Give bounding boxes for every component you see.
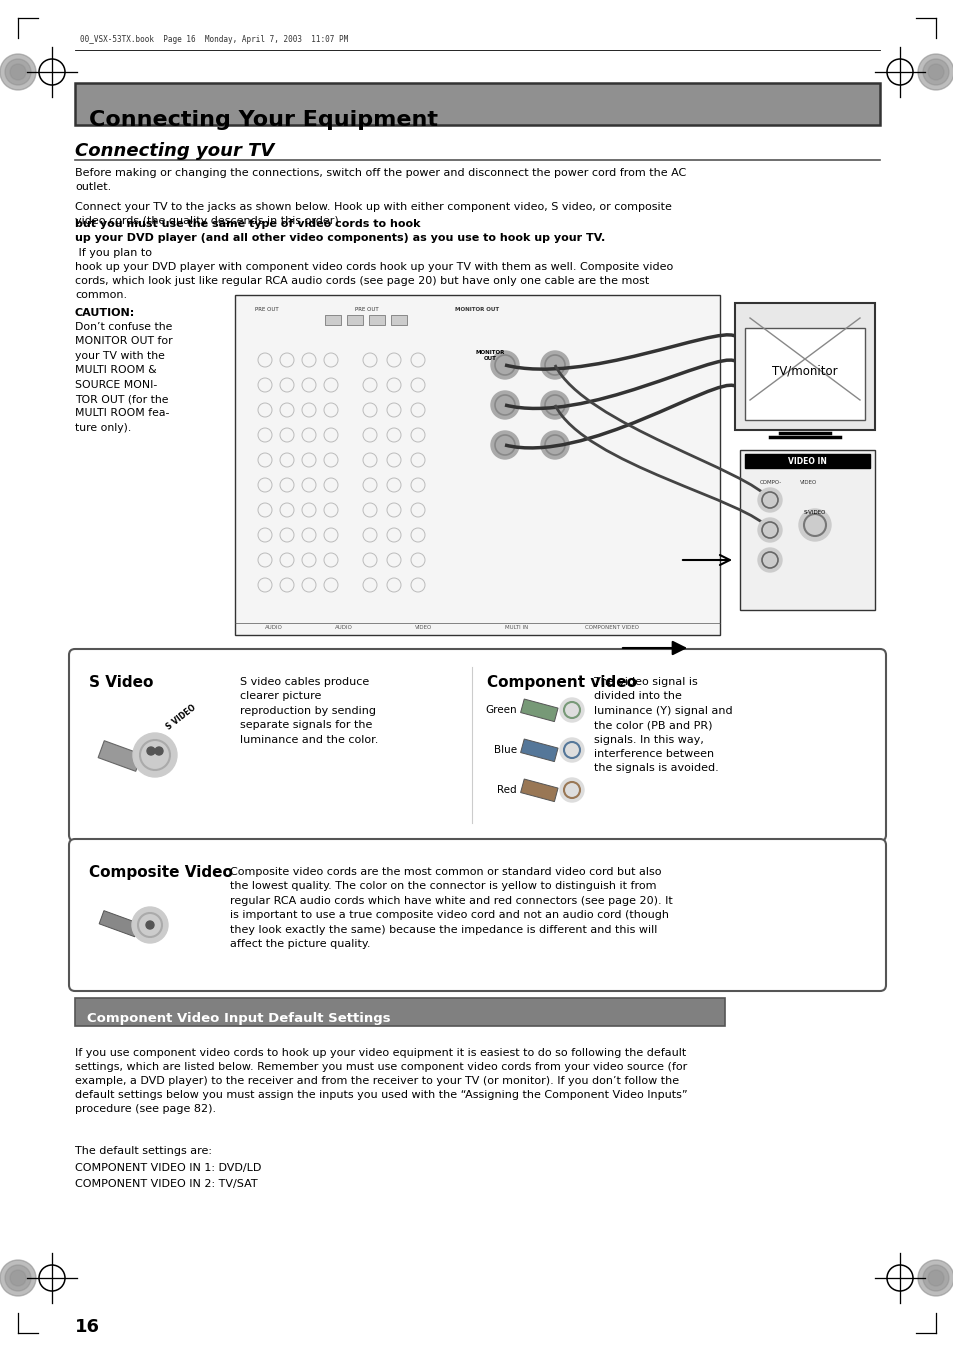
Bar: [325, 315, 340, 326]
Circle shape: [0, 54, 36, 91]
Text: The default settings are:: The default settings are:: [75, 1146, 212, 1156]
Text: Connecting your TV: Connecting your TV: [75, 142, 274, 159]
Text: S Video: S Video: [89, 676, 153, 690]
Circle shape: [917, 1260, 953, 1296]
Text: S-VIDEO: S-VIDEO: [803, 509, 825, 515]
Bar: [734, 303, 874, 430]
Bar: [75, 82, 879, 126]
Text: Composite video cords are the most common or standard video cord but also
the lo: Composite video cords are the most commo…: [230, 867, 672, 948]
Text: CAUTION:: CAUTION:: [75, 308, 135, 317]
Text: PRE OUT: PRE OUT: [355, 307, 378, 312]
Bar: [369, 315, 385, 326]
FancyBboxPatch shape: [69, 839, 885, 992]
Circle shape: [927, 63, 943, 80]
Bar: [520, 739, 558, 762]
Text: Green: Green: [485, 705, 517, 715]
Circle shape: [5, 59, 30, 85]
Bar: [744, 328, 864, 420]
Text: COMPONENT VIDEO: COMPONENT VIDEO: [584, 626, 639, 630]
Text: S video cables produce
clearer picture
reproduction by sending
separate signals : S video cables produce clearer picture r…: [240, 677, 378, 744]
Circle shape: [927, 1270, 943, 1286]
Circle shape: [559, 778, 583, 802]
Bar: [234, 295, 720, 635]
Bar: [520, 780, 558, 801]
Circle shape: [799, 509, 830, 540]
Text: Before making or changing the connections, switch off the power and disconnect t: Before making or changing the connection…: [75, 168, 685, 192]
Text: The video signal is
divided into the
luminance (Y) signal and
the color (PB and : The video signal is divided into the lum…: [594, 677, 732, 773]
Text: MULTI IN: MULTI IN: [504, 626, 528, 630]
FancyBboxPatch shape: [69, 648, 885, 842]
Circle shape: [540, 351, 568, 380]
Text: Red: Red: [497, 785, 517, 794]
Circle shape: [132, 907, 168, 943]
Circle shape: [491, 390, 518, 419]
Text: VIDEO: VIDEO: [800, 480, 817, 485]
Text: COMPONENT VIDEO IN 1: DVD/LD: COMPONENT VIDEO IN 1: DVD/LD: [75, 1163, 261, 1173]
Text: COMPO-: COMPO-: [760, 480, 781, 485]
Bar: [520, 698, 558, 721]
Circle shape: [758, 517, 781, 542]
Text: but you must use the same type of video cords to hook
up your DVD player (and al: but you must use the same type of video …: [75, 219, 604, 243]
Circle shape: [491, 431, 518, 459]
Bar: [347, 315, 363, 326]
Bar: [98, 740, 142, 771]
Bar: [391, 315, 407, 326]
Text: MONITOR OUT: MONITOR OUT: [455, 307, 498, 312]
Text: TV/monitor: TV/monitor: [771, 365, 837, 377]
Text: Component Video Input Default Settings: Component Video Input Default Settings: [87, 1012, 390, 1025]
Bar: [744, 454, 869, 467]
Circle shape: [10, 63, 26, 80]
Circle shape: [758, 549, 781, 571]
Text: VIDEO IN: VIDEO IN: [787, 458, 825, 466]
Text: Connecting Your Equipment: Connecting Your Equipment: [89, 109, 437, 130]
Text: S VIDEO: S VIDEO: [165, 704, 198, 732]
Text: MONITOR
OUT: MONITOR OUT: [475, 350, 504, 361]
Circle shape: [0, 1260, 36, 1296]
Text: Blue: Blue: [494, 744, 517, 755]
Text: Composite Video: Composite Video: [89, 865, 233, 880]
Circle shape: [540, 431, 568, 459]
Circle shape: [147, 747, 154, 755]
Circle shape: [559, 698, 583, 721]
Bar: [740, 450, 874, 611]
Text: COMPONENT VIDEO IN 2: TV/SAT: COMPONENT VIDEO IN 2: TV/SAT: [75, 1179, 257, 1189]
Text: 16: 16: [75, 1319, 100, 1336]
Circle shape: [923, 59, 948, 85]
Text: If you plan to
hook up your DVD player with component video cords hook up your T: If you plan to hook up your DVD player w…: [75, 249, 673, 300]
Circle shape: [132, 734, 177, 777]
Circle shape: [154, 747, 163, 755]
Text: AUDIO: AUDIO: [335, 626, 353, 630]
Text: Component video: Component video: [486, 676, 637, 690]
Circle shape: [146, 921, 153, 929]
Text: If you use component video cords to hook up your video equipment it is easiest t: If you use component video cords to hook…: [75, 1048, 687, 1115]
Circle shape: [923, 1265, 948, 1292]
Circle shape: [758, 488, 781, 512]
Bar: [75, 998, 724, 1025]
Text: Connect your TV to the jacks as shown below. Hook up with either component video: Connect your TV to the jacks as shown be…: [75, 203, 671, 226]
Circle shape: [491, 351, 518, 380]
Text: AUDIO: AUDIO: [265, 626, 283, 630]
Circle shape: [540, 390, 568, 419]
Text: PRE OUT: PRE OUT: [254, 307, 278, 312]
Text: VIDEO: VIDEO: [415, 626, 432, 630]
Bar: [99, 911, 139, 936]
Circle shape: [10, 1270, 26, 1286]
Circle shape: [5, 1265, 30, 1292]
Text: 00_VSX-53TX.book  Page 16  Monday, April 7, 2003  11:07 PM: 00_VSX-53TX.book Page 16 Monday, April 7…: [80, 35, 348, 45]
Circle shape: [559, 738, 583, 762]
Text: Don’t confuse the
MONITOR OUT for
your TV with the
MULTI ROOM &
SOURCE MONI-
TOR: Don’t confuse the MONITOR OUT for your T…: [75, 322, 172, 432]
Circle shape: [917, 54, 953, 91]
